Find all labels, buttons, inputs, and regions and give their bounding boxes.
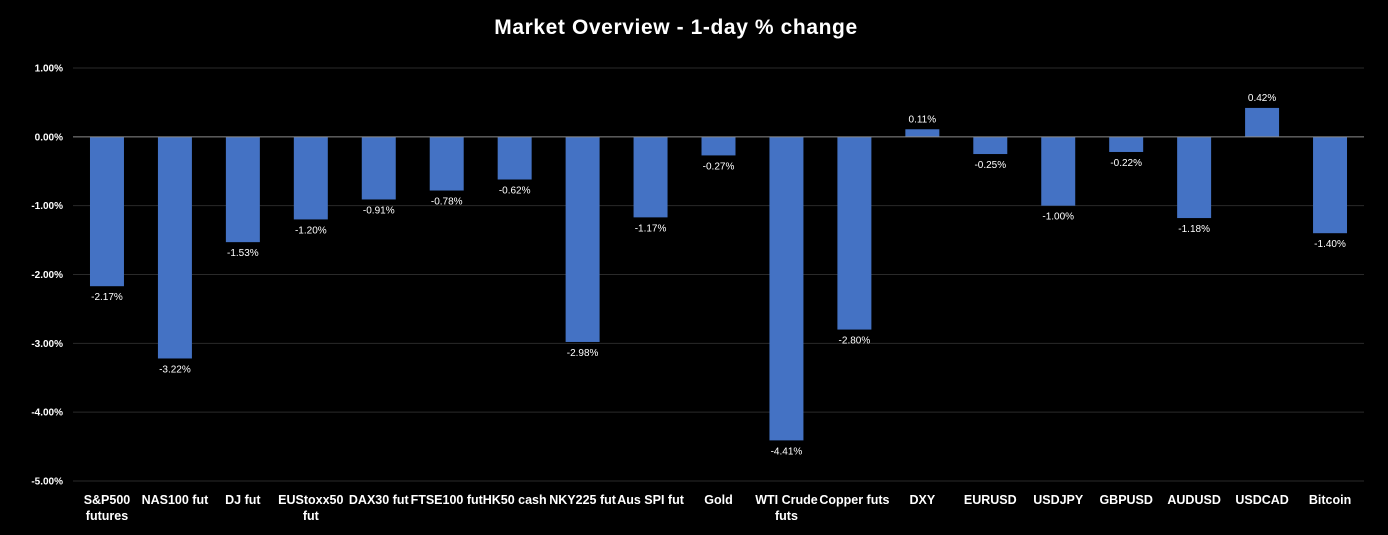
data-label: -1.20% — [295, 225, 327, 236]
y-tick-label: 1.00% — [35, 64, 63, 75]
x-tick-label: DAX30 fut — [349, 493, 410, 507]
x-tick-label: Copper futs — [819, 493, 889, 507]
bar — [1245, 107, 1280, 137]
x-tick-label: USDCAD — [1235, 493, 1288, 507]
x-tick-label: Gold — [704, 493, 732, 507]
data-label: -2.17% — [91, 292, 123, 303]
x-tick-label: FTSE100 fut — [411, 493, 484, 507]
y-tick-label: -2.00% — [31, 270, 63, 281]
y-tick-label: -4.00% — [31, 408, 63, 419]
x-tick-label: NAS100 fut — [142, 493, 210, 507]
data-label: -1.40% — [1314, 239, 1346, 250]
bar — [497, 136, 532, 180]
x-tick-label: EUStoxx50 fut — [278, 493, 343, 523]
x-tick-label: HK50 cash — [483, 493, 547, 507]
data-label: -0.25% — [974, 160, 1006, 171]
bar — [633, 136, 668, 218]
data-label: -4.41% — [771, 446, 803, 457]
bar — [361, 136, 396, 200]
data-label: -0.91% — [363, 205, 395, 216]
x-axis-tick-labels: S&P500 futures NAS100 fut DJ fut EUStoxx50 fu… — [84, 493, 1352, 523]
data-label: -1.17% — [635, 223, 667, 234]
data-label: -1.18% — [1178, 224, 1210, 235]
chart-title: Market Overview - 1-day % change — [494, 16, 858, 39]
x-tick-label: S&P500 futures — [84, 493, 131, 523]
bar — [89, 136, 124, 287]
x-tick-label: EURUSD — [964, 493, 1017, 507]
data-label: -1.00% — [1042, 212, 1074, 223]
x-tick-label: Aus SPI fut — [617, 493, 685, 507]
bar — [157, 136, 192, 359]
bar — [973, 136, 1008, 155]
data-label: 0.11% — [909, 114, 937, 125]
x-tick-label: DXY — [909, 493, 935, 507]
y-axis-tick-labels: 1.00% 0.00% -1.00% -2.00% -3.00% -4.00% -5.00% — [31, 64, 63, 488]
y-tick-label: -5.00% — [31, 477, 63, 488]
x-tick-label: Bitcoin — [1309, 493, 1351, 507]
bar — [1109, 136, 1144, 152]
data-label: -0.27% — [703, 161, 735, 172]
data-label: 0.42% — [1248, 93, 1276, 104]
y-tick-label: -1.00% — [31, 201, 63, 212]
bar — [225, 136, 260, 243]
x-tick-label: USDJPY — [1033, 493, 1084, 507]
bar — [837, 136, 872, 330]
x-tick-label: DJ fut — [225, 493, 261, 507]
data-label: -0.78% — [431, 197, 463, 208]
data-label: -0.22% — [1110, 158, 1142, 169]
bar — [1313, 136, 1348, 234]
bar — [293, 136, 328, 220]
data-labels: -2.17% -3.22% -1.53% -1.20% -0.91% -0.78% -0.6… — [91, 93, 1346, 457]
bar — [769, 136, 804, 441]
y-tick-label: 0.00% — [35, 132, 63, 143]
data-label: -3.22% — [159, 364, 191, 375]
bars — [89, 107, 1348, 441]
data-label: -2.80% — [839, 336, 871, 347]
bar — [1177, 136, 1212, 219]
x-tick-label: AUDUSD — [1167, 493, 1220, 507]
bar — [701, 136, 736, 156]
bar — [429, 136, 464, 191]
data-label: -0.62% — [499, 186, 531, 197]
bar — [1041, 136, 1076, 206]
x-tick-label: NKY225 fut — [549, 493, 617, 507]
bar — [905, 129, 940, 137]
x-tick-label: WTI Crude futs — [755, 493, 818, 523]
gridlines — [73, 67, 1364, 482]
y-tick-label: -3.00% — [31, 339, 63, 350]
x-tick-label: GBPUSD — [1099, 493, 1152, 507]
bar — [565, 136, 600, 342]
data-label: -1.53% — [227, 248, 259, 259]
data-label: -2.98% — [567, 348, 599, 359]
